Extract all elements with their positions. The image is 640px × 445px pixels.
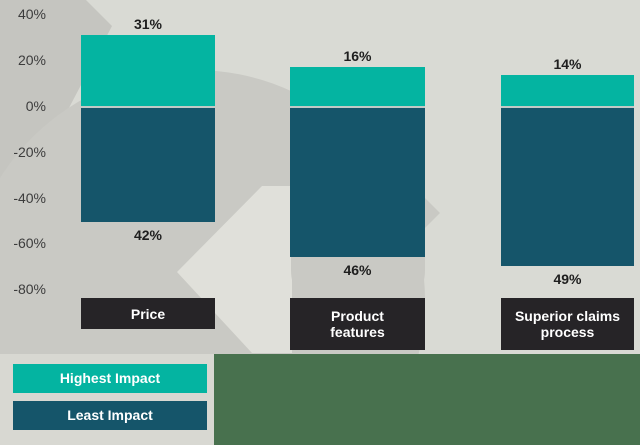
legend-label: Highest Impact — [59, 370, 161, 386]
background-chevron-cutout-shape — [177, 186, 292, 353]
bar-value-label-bottom: 49% — [553, 271, 582, 287]
bar-value-label-bottom: 46% — [343, 262, 372, 278]
y-axis-tick: 0% — [25, 98, 46, 114]
bar-value-label-top: 16% — [343, 48, 372, 64]
category-label-line: Superior claims — [514, 308, 621, 324]
category-label-box: Product features — [290, 298, 425, 350]
y-axis-tick: -20% — [13, 143, 46, 160]
bar-segment-highest-impact — [290, 67, 425, 106]
category-label-line: Price — [130, 305, 166, 322]
bar-value-label-top: 31% — [133, 16, 163, 32]
category-label-box: Price — [81, 298, 215, 329]
zero-axis-line — [501, 106, 634, 108]
y-axis-tick: -40% — [13, 189, 46, 206]
zero-axis-line — [81, 106, 215, 108]
category-label-box: Superior claims process — [501, 298, 634, 350]
category-label-line: process — [540, 324, 595, 340]
category-label-line: Product — [331, 308, 384, 324]
y-axis-tick: 20% — [17, 52, 46, 69]
legend-label: Least Impact — [67, 407, 153, 423]
y-axis-tick: -80% — [13, 281, 46, 298]
legend: Highest Impact Least Impact — [0, 354, 214, 445]
bar-value-label-bottom: 42% — [133, 227, 163, 243]
legend-item-highest-impact: Highest Impact — [13, 364, 207, 393]
y-axis-tick: -60% — [13, 235, 46, 252]
y-axis-tick: 40% — [17, 6, 46, 23]
zero-axis-line — [290, 106, 425, 108]
bar-segment-least-impact — [501, 108, 634, 266]
bar-segment-highest-impact — [501, 75, 634, 106]
green-panel — [214, 354, 640, 445]
bar-segment-least-impact — [290, 108, 425, 257]
bar-value-label-top: 14% — [553, 56, 582, 72]
category-label-line: features — [330, 324, 385, 340]
bar-segment-least-impact — [81, 108, 215, 222]
legend-item-least-impact: Least Impact — [13, 401, 207, 430]
bar-segment-highest-impact — [81, 35, 215, 106]
